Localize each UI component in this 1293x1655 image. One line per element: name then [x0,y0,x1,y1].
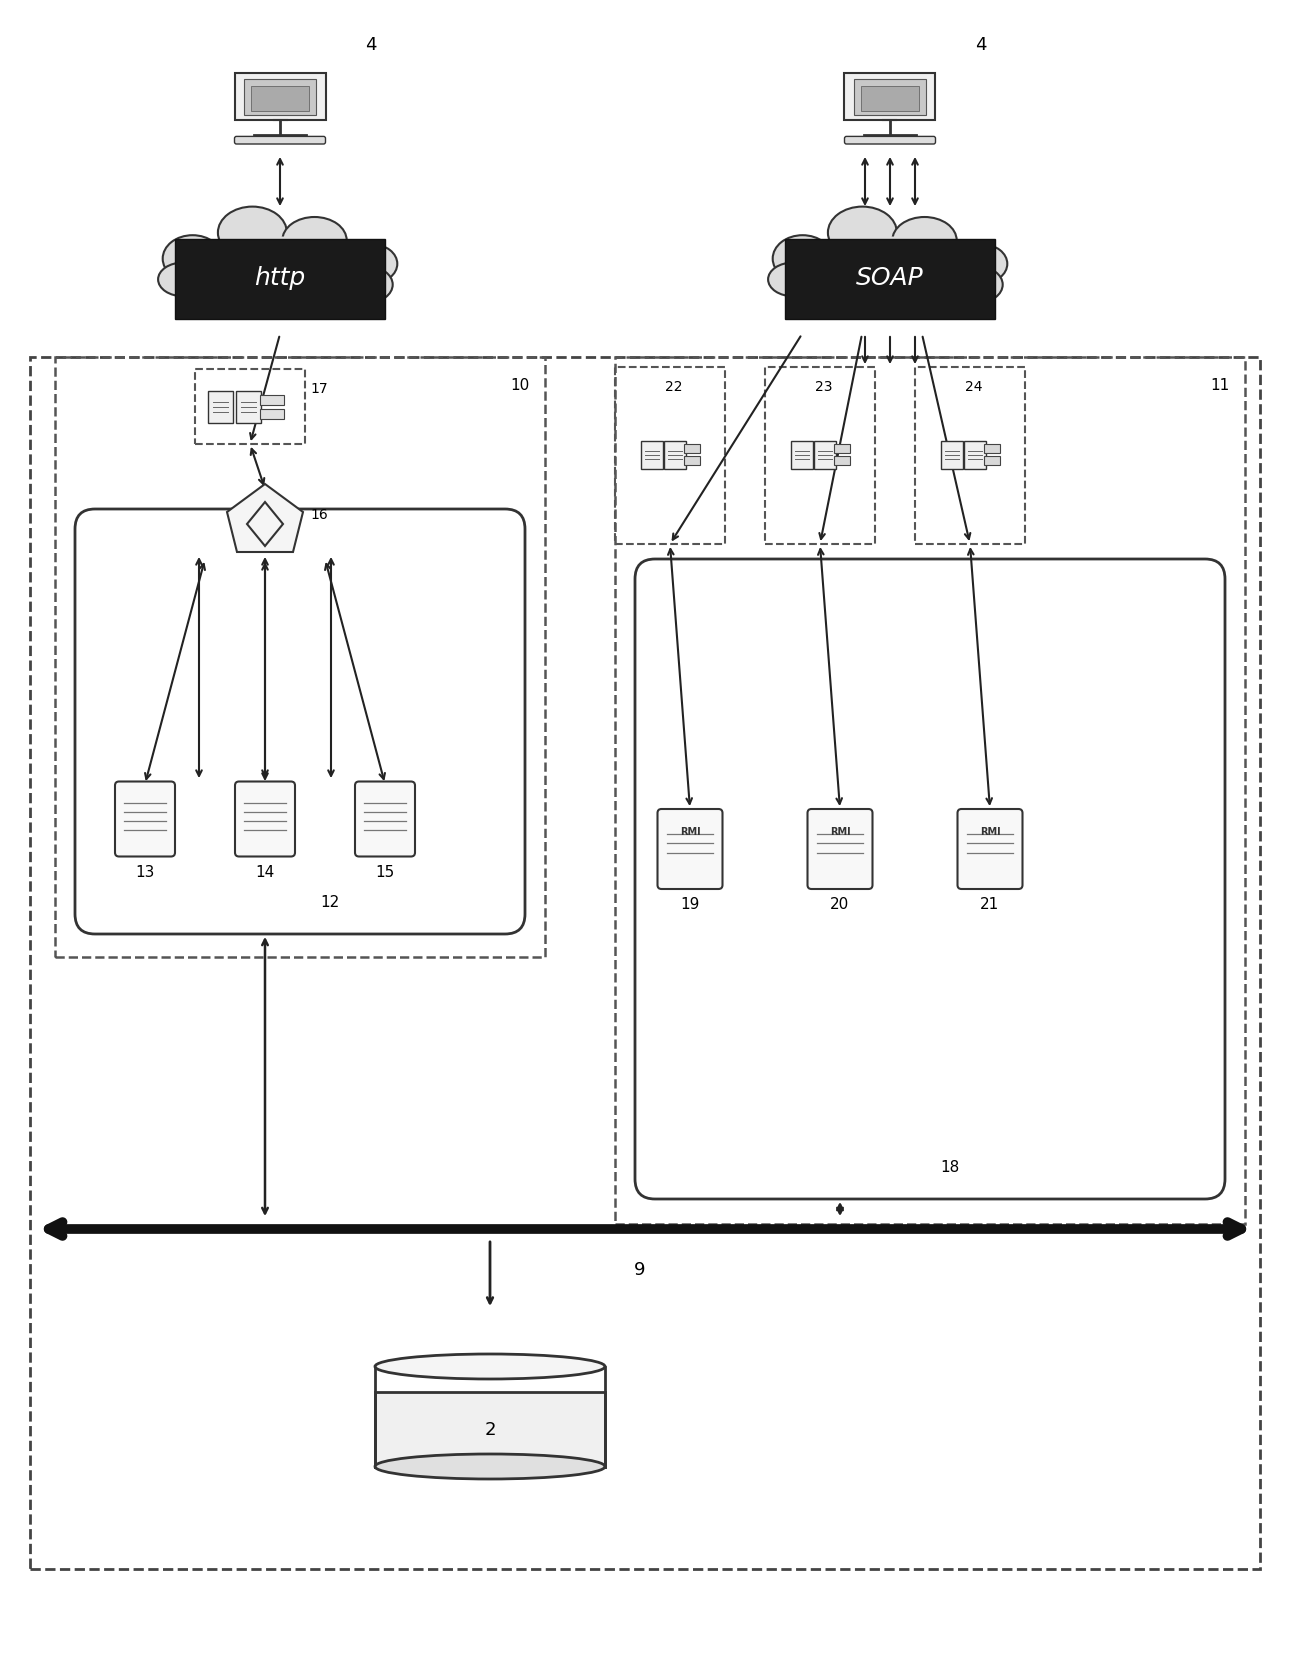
Bar [853,79,926,116]
Polygon shape [247,503,283,546]
Text: RMI: RMI [830,828,851,837]
Text: 15: 15 [375,864,394,879]
Bar [785,240,996,319]
Bar [56,357,546,958]
Text: RMI: RMI [980,828,1001,837]
Ellipse shape [270,280,335,318]
Ellipse shape [163,237,222,283]
Bar [260,396,284,405]
Text: 20: 20 [830,897,850,912]
Text: RMI: RMI [680,828,701,837]
Bar [251,88,309,113]
Bar [207,392,233,424]
Bar [984,457,999,465]
FancyBboxPatch shape [115,783,175,857]
Ellipse shape [282,218,347,265]
Bar [684,457,700,465]
Polygon shape [228,485,303,553]
Bar [260,410,284,420]
Text: 13: 13 [136,864,155,879]
Ellipse shape [219,207,287,260]
Ellipse shape [952,266,1002,303]
Text: 11: 11 [1210,377,1230,392]
FancyBboxPatch shape [958,809,1023,889]
Text: 16: 16 [310,508,327,521]
FancyBboxPatch shape [844,137,936,146]
Bar [243,79,317,116]
Bar [844,74,936,121]
FancyBboxPatch shape [356,783,415,857]
Text: 17: 17 [310,382,327,396]
Bar [175,240,385,319]
Ellipse shape [207,278,270,314]
FancyBboxPatch shape [808,809,873,889]
Bar [941,442,963,470]
Text: 19: 19 [680,897,700,912]
Ellipse shape [957,245,1007,285]
Bar [234,74,326,121]
Ellipse shape [347,245,397,285]
Text: 23: 23 [815,379,833,394]
Bar [984,445,999,453]
Bar [791,442,813,470]
FancyBboxPatch shape [235,783,295,857]
Text: SOAP: SOAP [856,266,924,290]
Text: 4: 4 [365,36,376,55]
Bar [834,445,850,453]
Ellipse shape [809,237,971,303]
Text: 10: 10 [511,377,530,392]
Ellipse shape [768,263,818,298]
Ellipse shape [375,1354,605,1379]
Ellipse shape [828,207,897,260]
Text: http: http [255,266,305,290]
Ellipse shape [158,263,208,298]
Bar [235,392,260,424]
Ellipse shape [375,1455,605,1480]
Text: 9: 9 [635,1259,645,1278]
FancyBboxPatch shape [234,137,326,146]
Text: 12: 12 [321,894,340,910]
Bar [615,357,1245,1225]
Ellipse shape [343,266,393,303]
Bar [965,442,987,470]
Bar [861,88,919,113]
Ellipse shape [892,218,957,265]
Text: 14: 14 [256,864,274,879]
Text: 4: 4 [975,36,987,55]
FancyBboxPatch shape [658,809,723,889]
Ellipse shape [199,237,361,303]
Bar [834,457,850,465]
Bar [815,442,837,470]
Bar [30,357,1259,1569]
Text: 24: 24 [965,379,983,394]
Bar [765,367,875,544]
Ellipse shape [816,278,881,314]
Text: 2: 2 [485,1420,495,1438]
Bar [615,367,725,544]
Ellipse shape [881,280,945,318]
Text: 21: 21 [980,897,999,912]
Bar [665,442,687,470]
Bar [375,1392,605,1466]
Bar [915,367,1025,544]
Bar [641,442,663,470]
Ellipse shape [773,237,833,283]
Bar [195,369,305,445]
Text: 22: 22 [665,379,683,394]
Bar [684,445,700,453]
Text: 18: 18 [940,1158,959,1175]
